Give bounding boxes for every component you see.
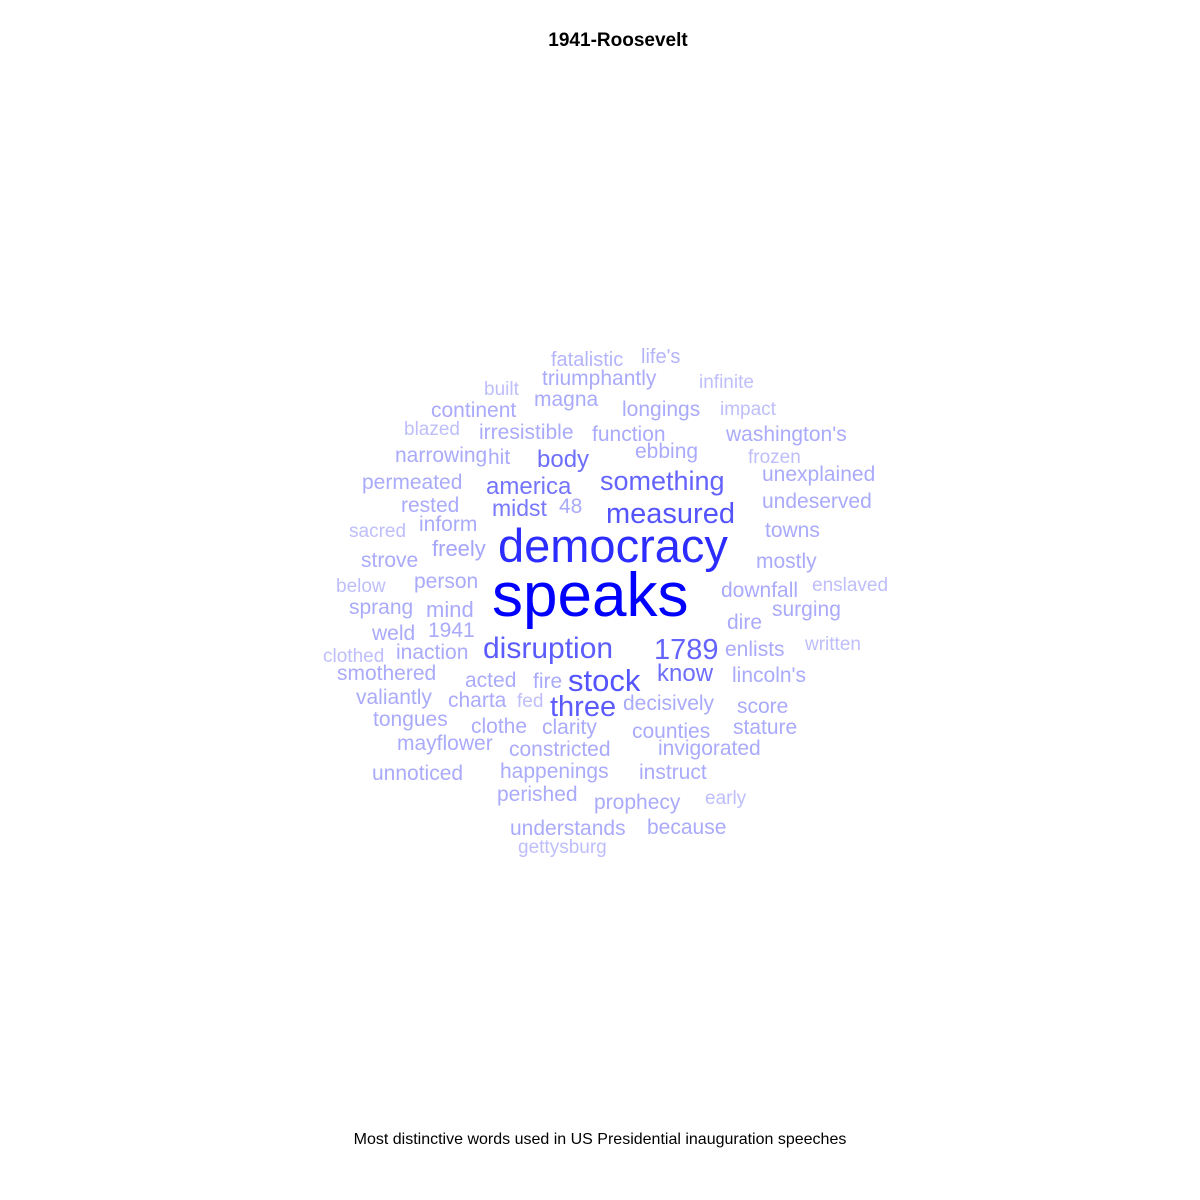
word-surging: surging — [772, 598, 841, 621]
word-blazed: blazed — [404, 419, 460, 440]
word-acted: acted — [465, 669, 516, 692]
word-mind: mind — [426, 597, 474, 622]
word-america: america — [486, 473, 572, 500]
word-constricted: constricted — [509, 738, 611, 761]
word-impact: impact — [720, 399, 777, 420]
word-triumphantly: triumphantly — [542, 367, 657, 390]
chart-caption: Most distinctive words used in US Presid… — [353, 1131, 847, 1148]
word-clarity: clarity — [542, 716, 597, 739]
word-score: score — [737, 695, 788, 718]
word-undeserved: undeserved — [762, 490, 872, 513]
word-unnoticed: unnoticed — [372, 762, 463, 785]
word-understands: understands — [510, 817, 626, 840]
word-happenings: happenings — [500, 760, 609, 783]
word-continent: continent — [431, 399, 516, 422]
word-disruption: disruption — [483, 632, 613, 665]
word-longings: longings — [622, 398, 700, 421]
word-lincoln-s: lincoln's — [732, 664, 806, 687]
word-written: written — [804, 634, 861, 655]
word-hit: hit — [488, 446, 510, 469]
word-decisively: decisively — [623, 692, 715, 715]
word-magna: magna — [534, 388, 599, 411]
word-permeated: permeated — [362, 471, 462, 494]
word-48: 48 — [559, 495, 582, 518]
word-something: something — [600, 466, 725, 496]
word-because: because — [647, 816, 726, 839]
word-1941: 1941 — [428, 619, 475, 642]
word-prophecy: prophecy — [594, 791, 681, 814]
word-body: body — [537, 446, 589, 473]
word-towns: towns — [765, 519, 820, 542]
word-enslaved: enslaved — [812, 575, 888, 596]
word-strove: strove — [361, 549, 418, 572]
word-person: person — [414, 570, 478, 593]
word-stature: stature — [733, 716, 797, 739]
chart-title: 1941-Roosevelt — [548, 30, 688, 51]
word-instruct: instruct — [639, 761, 707, 784]
word-ebbing: ebbing — [635, 440, 698, 463]
word-charta: charta — [448, 689, 507, 712]
word-frozen: frozen — [748, 447, 801, 468]
word-democracy: democracy — [498, 519, 728, 572]
word-smothered: smothered — [337, 662, 436, 685]
word-rested: rested — [401, 494, 459, 517]
word-irresistible: irresistible — [479, 421, 574, 444]
word-speaks: speaks — [492, 561, 688, 630]
word-know: know — [657, 660, 714, 687]
word-tongues: tongues — [373, 708, 448, 731]
word-clothed: clothed — [323, 646, 384, 667]
word-three: three — [550, 691, 616, 723]
word-invigorated: invigorated — [658, 737, 761, 760]
word-built: built — [484, 379, 520, 400]
word-gettysburg: gettysburg — [518, 837, 607, 858]
word-early: early — [705, 788, 747, 809]
word-fatalistic: fatalistic — [551, 349, 623, 371]
word-inaction: inaction — [396, 641, 468, 664]
word-narrowing: narrowing — [395, 444, 487, 467]
word-life-s: life's — [641, 346, 680, 368]
word-freely: freely — [432, 536, 486, 561]
word-clothe: clothe — [471, 715, 527, 738]
word-weld: weld — [371, 622, 415, 645]
word-dire: dire — [727, 611, 762, 634]
word-counties: counties — [632, 720, 710, 743]
word-washington-s: washington's — [725, 423, 847, 446]
word-valiantly: valiantly — [356, 686, 432, 709]
word-downfall: downfall — [721, 579, 798, 602]
word-mayflower: mayflower — [397, 732, 493, 755]
word-sacred: sacred — [349, 521, 406, 542]
word-measured: measured — [606, 498, 735, 530]
word-unexplained: unexplained — [762, 463, 875, 486]
word-fed: fed — [517, 691, 543, 712]
word-enlists: enlists — [725, 638, 785, 661]
word-function: function — [592, 423, 666, 446]
word-fire: fire — [533, 670, 562, 693]
word-sprang: sprang — [349, 596, 413, 619]
word-below: below — [336, 576, 386, 597]
word-stock: stock — [568, 663, 641, 698]
word-infinite: infinite — [699, 372, 754, 393]
word-midst: midst — [492, 495, 548, 521]
word-inform: inform — [419, 513, 477, 536]
word-mostly: mostly — [756, 550, 817, 573]
word-1789: 1789 — [654, 634, 719, 666]
word-perished: perished — [497, 783, 578, 806]
